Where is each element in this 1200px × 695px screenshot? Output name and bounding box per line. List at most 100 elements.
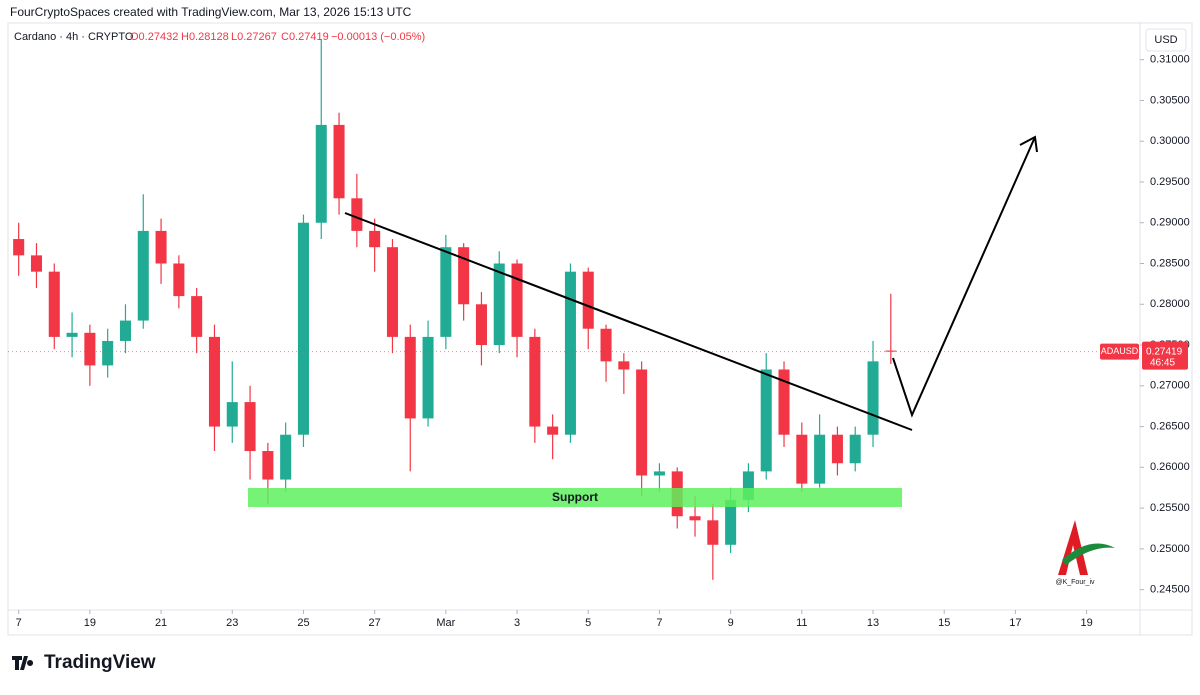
candle-body <box>191 296 203 337</box>
candle-body <box>369 230 381 248</box>
y-tick-label: 0.28500 <box>1150 257 1190 269</box>
candle-body <box>458 247 470 305</box>
x-tick-label: 19 <box>1080 617 1092 629</box>
x-tick-label: 15 <box>938 617 950 629</box>
candle-body <box>511 263 523 337</box>
candle-body <box>564 271 576 435</box>
brand-logo <box>12 656 34 670</box>
candle-body <box>814 434 826 484</box>
candle-body <box>351 198 363 231</box>
candle-body <box>13 239 25 256</box>
x-tick-label: 23 <box>226 617 238 629</box>
x-tick-label: 27 <box>369 617 381 629</box>
logo-swoosh <box>1062 543 1115 565</box>
legend-symbol: Cardano · 4h · CRYPTO <box>14 31 134 43</box>
legend: Cardano · 4h · CRYPTO O0.27432 H0.28128 … <box>14 31 425 43</box>
candle-body <box>137 230 149 321</box>
last-price-symbol-box <box>1100 343 1139 360</box>
x-tick-label: 21 <box>155 617 167 629</box>
candle-body <box>422 336 434 419</box>
trendline <box>344 212 913 431</box>
candle-body <box>297 222 309 435</box>
x-tick-label: Mar <box>436 617 455 629</box>
candle-body <box>760 369 772 472</box>
x-tick-label: 7 <box>656 617 662 629</box>
candle-body <box>547 426 559 435</box>
candle-body <box>244 402 256 452</box>
y-tick-label: 0.26500 <box>1150 420 1190 432</box>
candle-body <box>493 263 505 346</box>
plot-area <box>8 39 1140 580</box>
legend-low: L0.27267 <box>231 31 277 43</box>
y-tick-label: 0.29500 <box>1150 176 1190 188</box>
candle-body <box>885 350 897 352</box>
brand: TradingView <box>12 652 156 673</box>
arrow-head <box>1019 135 1038 153</box>
candle-body <box>280 434 292 480</box>
candle-body <box>30 255 42 272</box>
candle-body <box>618 361 630 370</box>
candle-body <box>689 516 701 521</box>
watermark-logo: @K_Four_iv <box>1055 520 1115 586</box>
candle-body <box>600 328 612 362</box>
candle-body <box>440 247 452 337</box>
candle-body <box>48 271 60 337</box>
support-zone <box>248 488 902 507</box>
y-tick-label: 0.26000 <box>1150 461 1190 473</box>
x-tick-label: 7 <box>16 617 22 629</box>
y-tick-label: 0.24500 <box>1150 584 1190 596</box>
currency[interactable]: USD <box>1154 34 1177 46</box>
y-tick-label: 0.28000 <box>1150 298 1190 310</box>
candle-body <box>102 340 114 366</box>
y-tick-label: 0.25500 <box>1150 502 1190 514</box>
candle-body <box>707 520 719 545</box>
support-label: Support <box>552 490 598 504</box>
x-tick-label: 9 <box>728 617 734 629</box>
watermark: @K_Four_iv <box>1055 579 1095 586</box>
x-tick-label: 19 <box>84 617 96 629</box>
candle-body <box>333 124 345 199</box>
candle-body <box>742 471 754 500</box>
candle-body <box>831 434 843 464</box>
y-tick-label: 0.27000 <box>1150 380 1190 392</box>
brand-name: TradingView <box>44 652 156 673</box>
x-tick-label: 5 <box>585 617 591 629</box>
frame <box>7 22 1193 636</box>
y-tick-label: 0.25000 <box>1150 543 1190 555</box>
x-tick-label: 13 <box>867 617 879 629</box>
legend-change: −0.00013 (−0.05%) <box>331 31 425 43</box>
y-tick-label: 0.31000 <box>1150 54 1190 66</box>
candle-body <box>386 247 398 337</box>
candle-body <box>315 124 327 223</box>
last-price-symbol: ADAUSD <box>1101 346 1139 356</box>
y-tick-label: 0.30000 <box>1150 135 1190 147</box>
candle-body <box>653 471 665 476</box>
candle-body <box>778 369 790 435</box>
header: FourCryptoSpaces created with TradingVie… <box>10 5 412 19</box>
candle-body <box>796 434 808 484</box>
candle-body <box>208 336 220 427</box>
x-tick-label: 25 <box>297 617 309 629</box>
candle-body <box>867 361 879 435</box>
candle-body <box>582 271 594 329</box>
candle-body <box>475 304 487 346</box>
candle-body <box>155 230 167 264</box>
candle-body <box>636 369 648 476</box>
last-price-countdown: 46:45 <box>1150 357 1175 368</box>
x-tick-label: 17 <box>1009 617 1021 629</box>
candle-body <box>849 434 861 464</box>
candle-body <box>66 332 78 337</box>
candle-body <box>262 451 274 480</box>
legend-close: C0.27419 <box>281 31 329 43</box>
x-tick-label: 11 <box>796 617 807 629</box>
candle-body <box>226 402 238 427</box>
y-tick-label: 0.29000 <box>1150 217 1190 229</box>
currency-box[interactable] <box>1145 28 1187 52</box>
last-price-value: 0.27419 <box>1146 346 1183 357</box>
x-tick-label: 3 <box>514 617 520 629</box>
legend-high: H0.28128 <box>181 31 229 43</box>
candle-body <box>404 336 416 419</box>
y-tick-label: 0.30500 <box>1150 94 1190 106</box>
